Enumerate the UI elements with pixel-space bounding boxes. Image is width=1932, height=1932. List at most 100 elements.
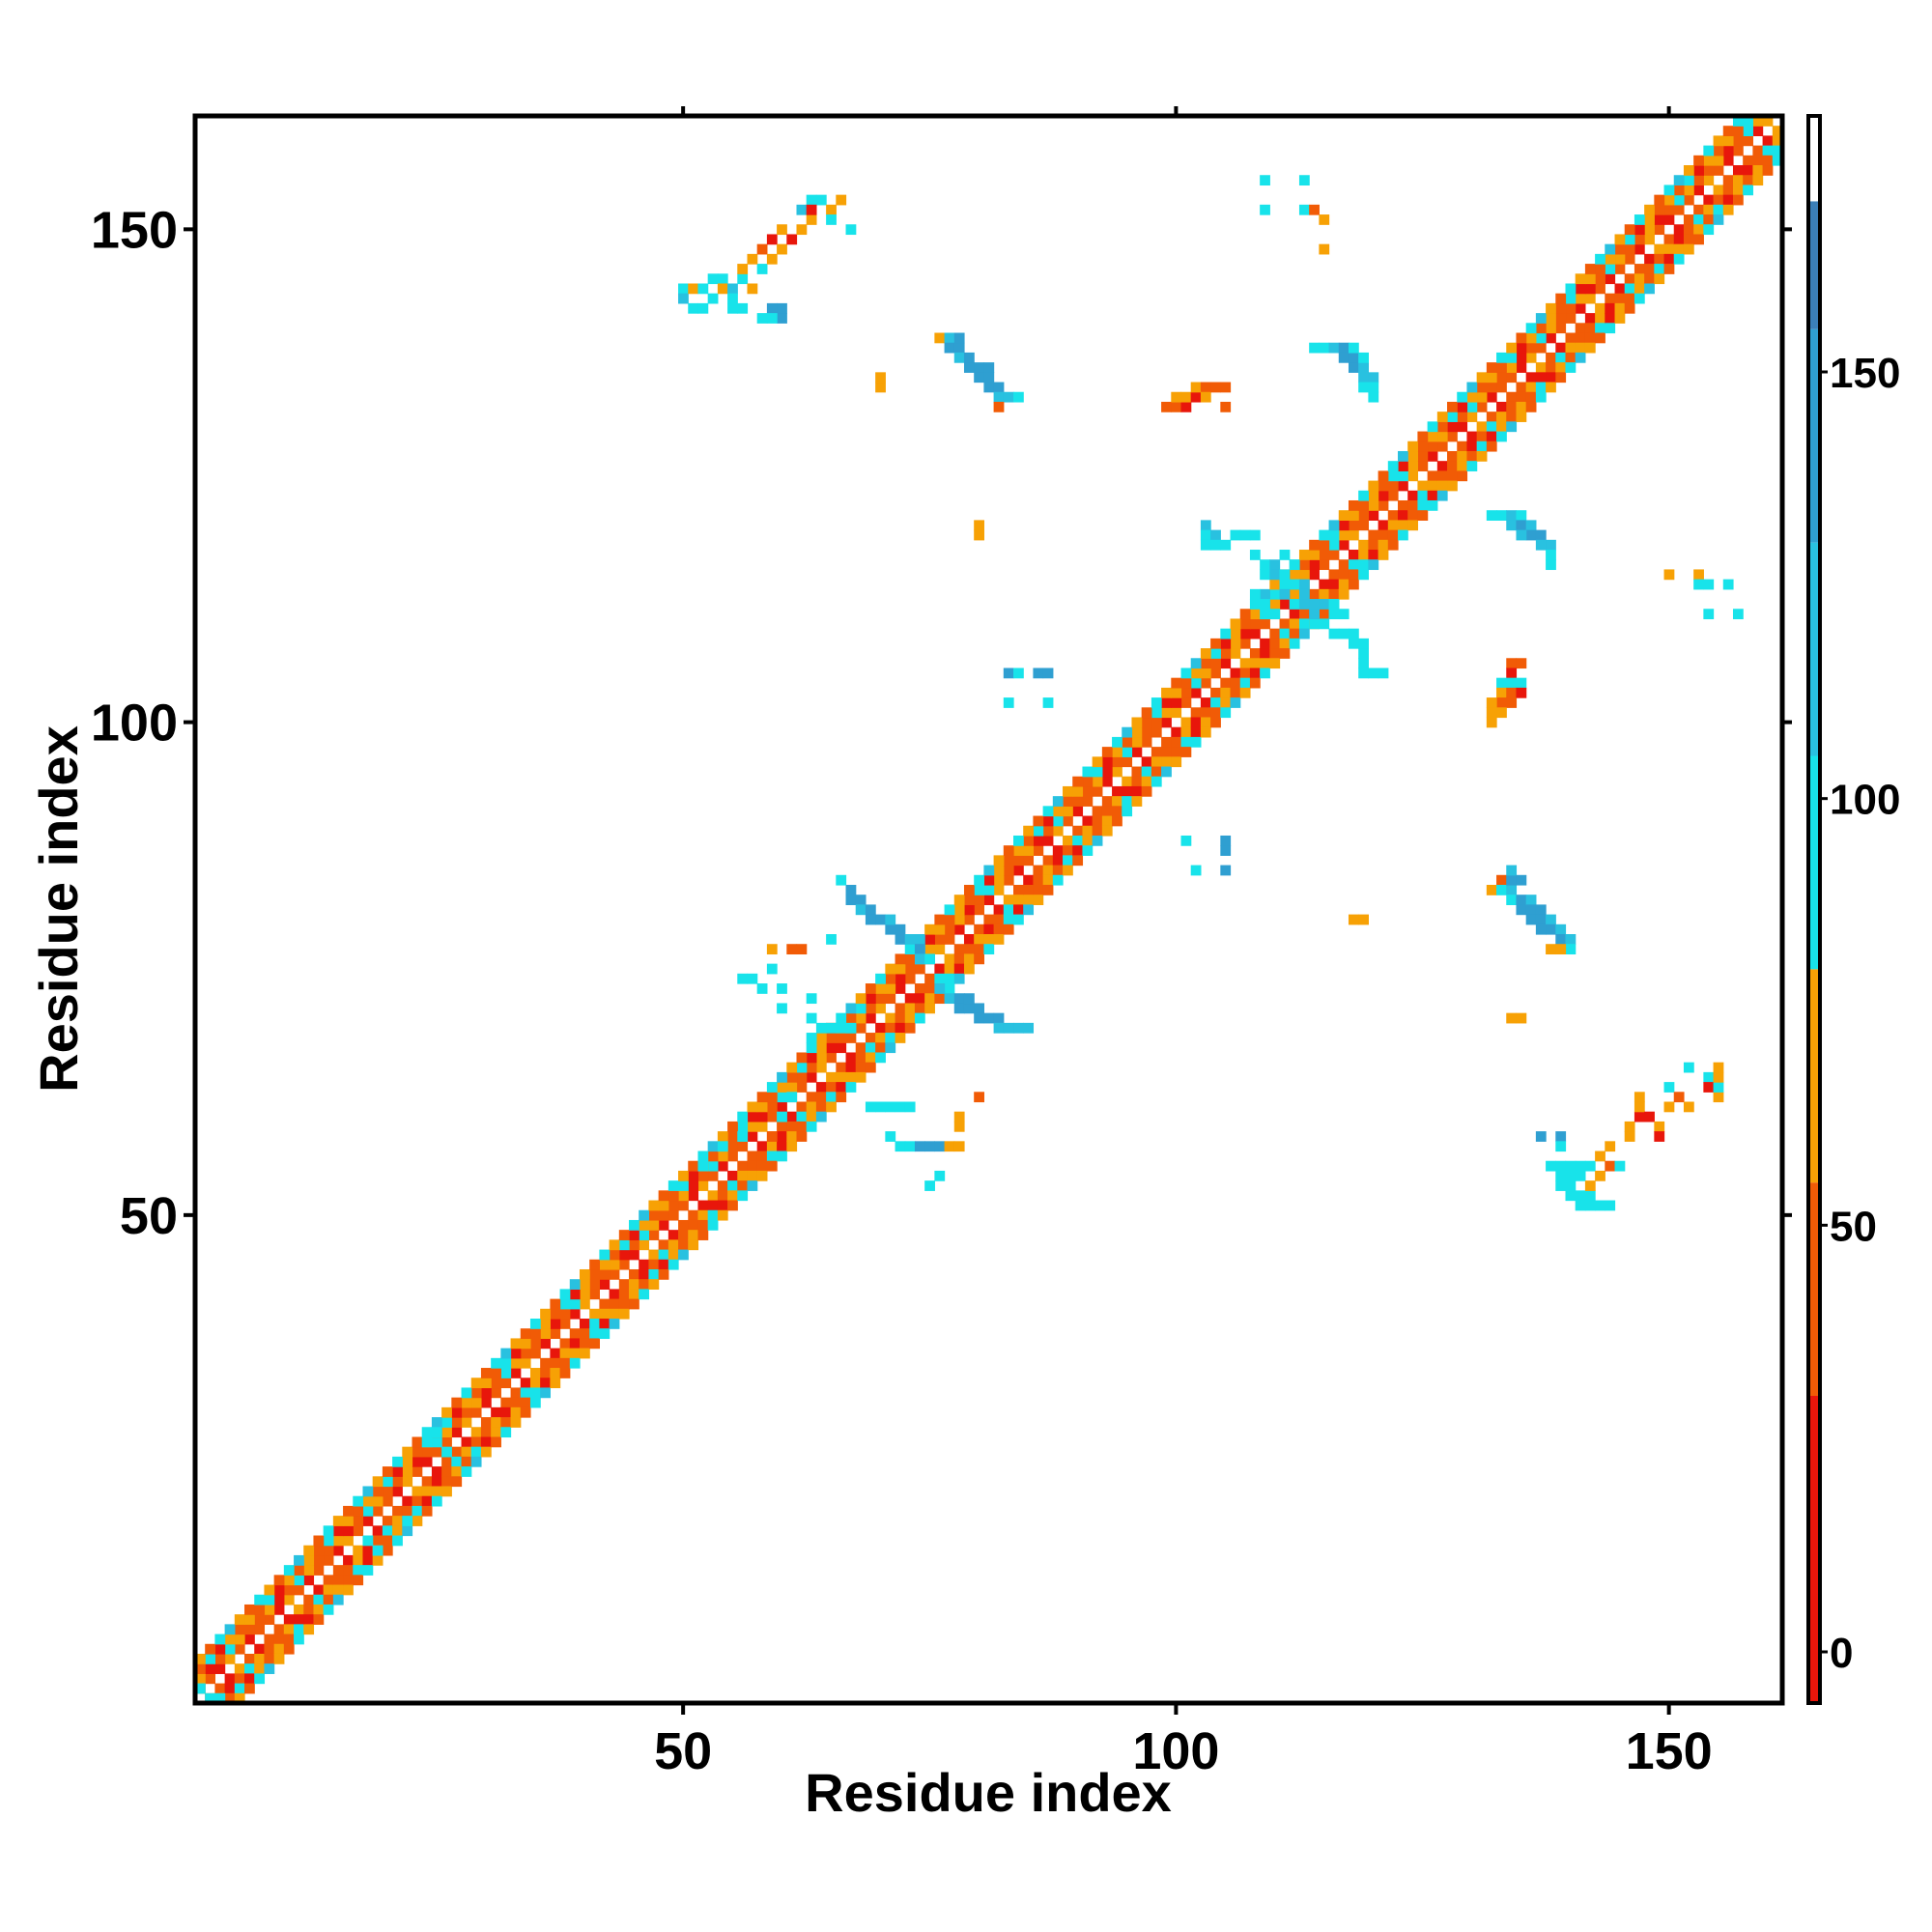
- heatmap-cell: [332, 1545, 344, 1556]
- heatmap-cell: [1033, 815, 1044, 827]
- heatmap-cell: [1624, 243, 1635, 255]
- heatmap-cell: [885, 993, 896, 1005]
- heatmap-cell: [1427, 480, 1438, 492]
- heatmap-cell: [1033, 668, 1044, 679]
- heatmap-cell: [1131, 766, 1143, 778]
- heatmap-cell: [559, 1289, 571, 1300]
- heatmap-cell: [1584, 1200, 1596, 1211]
- heatmap-cell: [461, 1456, 472, 1467]
- heatmap-cell: [1279, 588, 1291, 600]
- heatmap-cell: [875, 1022, 886, 1034]
- heatmap-cell: [1535, 332, 1547, 344]
- heatmap-cell: [1398, 529, 1408, 541]
- heatmap-cell: [1358, 539, 1369, 551]
- heatmap-cell: [1476, 382, 1488, 393]
- heatmap-cell: [914, 1003, 925, 1014]
- heatmap-cell: [1249, 599, 1261, 610]
- heatmap-cell: [806, 1033, 817, 1043]
- heatmap-cell: [717, 1151, 728, 1162]
- heatmap-cell: [343, 1525, 354, 1537]
- heatmap-cell: [1614, 234, 1626, 245]
- heatmap-cell: [1200, 520, 1211, 531]
- heatmap-cell: [1732, 185, 1744, 196]
- heatmap-cell: [1063, 845, 1073, 856]
- heatmap-cell: [589, 1268, 600, 1280]
- heatmap-cell: [1368, 668, 1379, 679]
- heatmap-cell: [875, 1101, 886, 1113]
- heatmap-cell: [1703, 224, 1715, 236]
- heatmap-cell: [1634, 243, 1645, 255]
- heatmap-cell: [1713, 214, 1724, 225]
- heatmap-cell: [815, 1082, 827, 1093]
- heatmap-cell: [1407, 510, 1419, 521]
- heatmap-cell: [550, 1378, 561, 1389]
- heatmap-cell: [1732, 194, 1744, 206]
- heatmap-cell: [1023, 835, 1035, 846]
- heatmap-cell: [1378, 529, 1389, 541]
- heatmap-cell: [1506, 342, 1518, 354]
- heatmap-cell: [983, 362, 995, 373]
- heatmap-cell: [983, 923, 995, 935]
- heatmap-cell: [1151, 726, 1162, 738]
- heatmap-cell: [1368, 391, 1379, 403]
- heatmap-cell: [1122, 776, 1133, 787]
- heatmap-cell: [1309, 559, 1320, 571]
- heatmap-cell: [589, 1308, 600, 1320]
- heatmap-cell: [974, 372, 984, 384]
- heatmap-cell: [806, 1062, 817, 1073]
- heatmap-cell: [1595, 1170, 1605, 1181]
- heatmap-cell: [1368, 490, 1379, 501]
- heatmap-cell: [1161, 756, 1172, 768]
- heatmap-cell: [668, 1180, 679, 1191]
- heatmap-cell: [1042, 855, 1054, 867]
- heatmap-cell: [806, 993, 817, 1005]
- heatmap-cell: [1722, 185, 1734, 196]
- heatmap-cell: [372, 1554, 384, 1566]
- heatmap-cell: [362, 1565, 374, 1576]
- heatmap-cell: [1436, 470, 1448, 482]
- heatmap-cell: [678, 1219, 689, 1231]
- heatmap-cell: [648, 1200, 660, 1211]
- heatmap-cell: [668, 1249, 679, 1261]
- heatmap-cell: [786, 944, 798, 955]
- heatmap-cell: [1122, 785, 1133, 797]
- heatmap-cell: [224, 1624, 236, 1635]
- heatmap-cell: [1605, 253, 1616, 265]
- heatmap-cell: [924, 1180, 935, 1191]
- heatmap-cell: [1506, 697, 1518, 708]
- heatmap-cell: [697, 1160, 709, 1172]
- heatmap-cell: [1673, 1092, 1685, 1103]
- heatmap-cell: [1289, 588, 1300, 600]
- heatmap-cell: [1063, 806, 1073, 817]
- heatmap-cell: [599, 1308, 611, 1320]
- heatmap-cell: [1772, 155, 1783, 166]
- heatmap-cell: [777, 1082, 787, 1093]
- heatmap-cell: [1762, 135, 1774, 147]
- heatmap-cell: [1180, 835, 1192, 846]
- heatmap-cell: [944, 934, 955, 945]
- heatmap-cell: [993, 382, 1005, 393]
- heatmap-cell: [500, 1427, 512, 1438]
- heatmap-cell: [431, 1427, 442, 1438]
- heatmap-cell: [697, 1219, 709, 1231]
- heatmap-cell: [1555, 293, 1567, 304]
- heatmap-cell: [1614, 243, 1626, 255]
- heatmap-cell: [786, 1141, 798, 1152]
- heatmap-cell: [836, 194, 847, 206]
- heatmap-cell: [1260, 638, 1270, 649]
- heatmap-cell: [1378, 490, 1389, 501]
- heatmap-cell: [944, 983, 955, 994]
- heatmap-cell: [1042, 874, 1054, 886]
- heatmap-cell: [1082, 796, 1094, 807]
- heatmap-cell: [1496, 687, 1507, 698]
- heatmap-cell: [244, 1614, 255, 1625]
- heatmap-cell: [815, 1052, 827, 1064]
- heatmap-cell: [1693, 165, 1704, 176]
- heatmap-cell: [294, 1634, 304, 1645]
- heatmap-cell: [747, 1170, 758, 1181]
- y-axis-title: Residue index: [28, 725, 89, 1093]
- heatmap-cell: [520, 1397, 531, 1408]
- heatmap-cell: [1328, 550, 1340, 560]
- heatmap-cell: [1673, 243, 1685, 255]
- heatmap-cell: [461, 1387, 472, 1399]
